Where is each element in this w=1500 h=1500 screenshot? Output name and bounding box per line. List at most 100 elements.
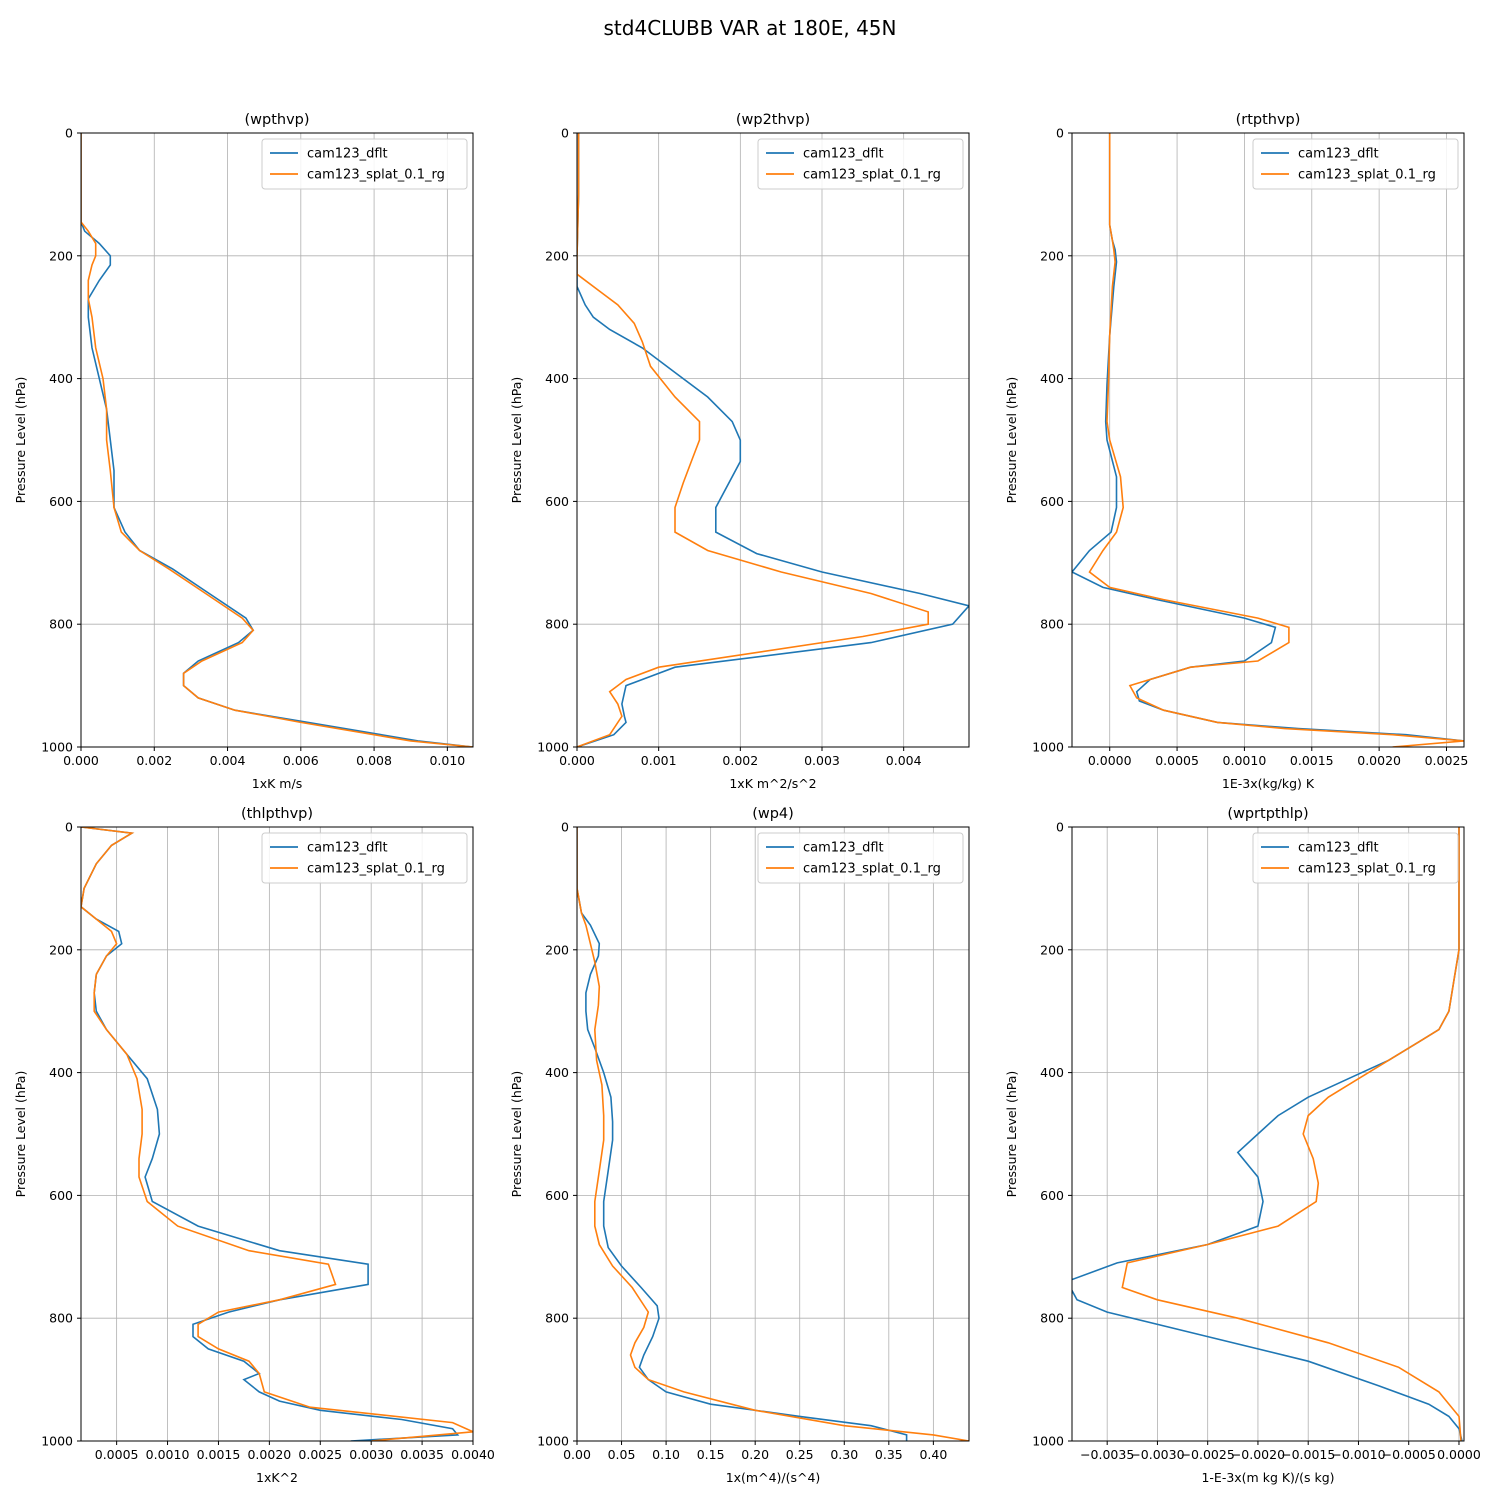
legend-label-dflt: cam123_dflt	[803, 147, 884, 162]
y-tick-label: 200	[49, 942, 73, 957]
x-axis-label: 1xK m^2/s^2	[729, 776, 816, 791]
subplot-1: 0.000 0.002 0.004 0.006 0.008 0.010 0 200 400 600…	[13, 112, 474, 791]
subplot-5: 0.00 0.05 0.10 0.15 0.20 0.25 0.30 0.35 0.40 0 200…	[509, 806, 970, 1485]
y-tick-label: 0	[65, 126, 73, 141]
y-tick-label: 1000	[41, 740, 73, 755]
y-tick-label: 200	[545, 248, 569, 263]
x-tick-label: 0.0005	[95, 1447, 139, 1462]
series-line-dflt	[1072, 827, 1463, 1441]
legend-label-splat: cam123_splat_0.1_rg	[1298, 862, 1436, 877]
x-tick-label: 0.0000	[1088, 753, 1132, 768]
series-line-dflt	[1072, 133, 1464, 742]
subplot-4: 0.0005 0.0010 0.0015 0.0020 0.0025 0.0030 0.00…	[13, 806, 495, 1485]
x-tick-label: 0.004	[886, 753, 922, 768]
series-line-splat	[1121, 827, 1462, 1441]
x-tick-label: 0.0015	[1290, 753, 1334, 768]
series-line-splat	[577, 827, 969, 1441]
x-tick-label: −0.0020	[1231, 1447, 1285, 1462]
x-tick-label: −0.0010	[1331, 1447, 1385, 1462]
series-line-splat	[577, 133, 930, 747]
y-tick-label: 1000	[537, 740, 569, 755]
legend-box	[1252, 832, 1459, 884]
x-tick-label: 0.0040	[451, 1447, 495, 1462]
x-tick-label: 0.0035	[400, 1447, 444, 1462]
legend-label-dflt: cam123_dflt	[803, 841, 884, 856]
y-axis-label: Pressure Level (hPa)	[509, 377, 524, 504]
plot-frame	[80, 826, 474, 1442]
y-tick-label: 800	[545, 617, 569, 632]
x-tick-label: 0.15	[697, 1447, 725, 1462]
legend-box	[757, 138, 964, 190]
y-tick-label: 400	[49, 1065, 73, 1080]
x-tick-label: −0.0035	[1080, 1447, 1134, 1462]
legend-label-dflt: cam123_dflt	[1298, 841, 1379, 856]
series-line-dflt	[81, 827, 460, 1441]
series-line-dflt	[81, 133, 473, 747]
subplot-title: (wp2thvp)	[736, 112, 810, 128]
x-tick-label: 0.20	[741, 1447, 769, 1462]
y-tick-label: 600	[49, 1188, 73, 1203]
x-tick-label: 0.001	[641, 753, 677, 768]
y-tick-label: 400	[545, 371, 569, 386]
x-tick-label: 0.0020	[247, 1447, 291, 1462]
y-tick-label: 0	[561, 820, 569, 835]
x-axis-label: 1x(m^4)/(s^4)	[726, 1470, 821, 1485]
y-tick-label: 600	[49, 494, 73, 509]
legend: cam123_dflt cam123_splat_0.1_rg	[261, 138, 468, 190]
x-tick-label: 0.05	[608, 1447, 636, 1462]
legend-label-splat: cam123_splat_0.1_rg	[307, 862, 445, 877]
x-tick-label: 0.006	[283, 753, 319, 768]
x-axis-label: 1xK m/s	[252, 776, 302, 791]
y-tick-label: 400	[545, 1065, 569, 1080]
y-tick-label: 0	[1056, 126, 1064, 141]
y-tick-label: 1000	[1032, 740, 1064, 755]
y-tick-label: 200	[1040, 248, 1064, 263]
y-tick-label: 800	[1040, 1311, 1064, 1326]
y-axis-label: Pressure Level (hPa)	[1004, 1071, 1019, 1198]
subplot-title: (wprtpthlp)	[1227, 806, 1308, 822]
plot-frame	[80, 132, 474, 748]
x-axis-label: 1-E-3x(m kg K)/(s kg)	[1201, 1470, 1334, 1485]
y-axis-label: Pressure Level (hPa)	[1004, 377, 1019, 504]
series-line-splat	[1088, 133, 1464, 747]
legend: cam123_dflt cam123_splat_0.1_rg	[261, 832, 468, 884]
y-tick-label: 400	[1040, 371, 1064, 386]
subplot-title: (rtpthvp)	[1236, 112, 1301, 128]
legend-label-dflt: cam123_dflt	[307, 841, 388, 856]
legend: cam123_dflt cam123_splat_0.1_rg	[757, 832, 964, 884]
series-line-splat	[81, 133, 473, 747]
x-tick-label: 0.003	[804, 753, 840, 768]
x-tick-label: 0.0020	[1357, 753, 1401, 768]
x-tick-label: 0.000	[63, 753, 99, 768]
x-tick-label: 0.0010	[146, 1447, 190, 1462]
x-tick-label: 0.0025	[298, 1447, 342, 1462]
y-axis-label: Pressure Level (hPa)	[13, 377, 28, 504]
y-tick-label: 1000	[1032, 1434, 1064, 1449]
x-tick-label: −0.0025	[1181, 1447, 1235, 1462]
x-tick-label: 0.00	[563, 1447, 591, 1462]
x-tick-label: 0.002	[136, 753, 172, 768]
legend: cam123_dflt cam123_splat_0.1_rg	[757, 138, 964, 190]
y-tick-label: 1000	[41, 1434, 73, 1449]
x-tick-label: 0.0000	[1437, 1447, 1481, 1462]
y-tick-label: 200	[49, 248, 73, 263]
legend-label-dflt: cam123_dflt	[1298, 147, 1379, 162]
plot-frame	[576, 826, 970, 1442]
y-tick-label: 1000	[537, 1434, 569, 1449]
x-tick-label: 0.000	[559, 753, 595, 768]
x-tick-label: 0.0015	[197, 1447, 241, 1462]
legend-label-splat: cam123_splat_0.1_rg	[307, 168, 445, 183]
subplot-title: (wp4)	[752, 806, 794, 822]
legend-label-splat: cam123_splat_0.1_rg	[803, 862, 941, 877]
y-tick-label: 0	[65, 820, 73, 835]
y-tick-label: 800	[49, 617, 73, 632]
legend: cam123_dflt cam123_splat_0.1_rg	[1252, 832, 1459, 884]
x-tick-label: 0.0025	[1425, 753, 1469, 768]
x-axis-label: 1xK^2	[256, 1470, 298, 1485]
subplot-3: 0.0000 0.0005 0.0010 0.0015 0.0020 0.0025 0 200…	[1004, 112, 1468, 791]
subplot-title: (wpthvp)	[244, 112, 309, 128]
x-tick-label: 0.002	[722, 753, 758, 768]
legend-label-splat: cam123_splat_0.1_rg	[803, 168, 941, 183]
series-line-dflt	[577, 133, 969, 747]
